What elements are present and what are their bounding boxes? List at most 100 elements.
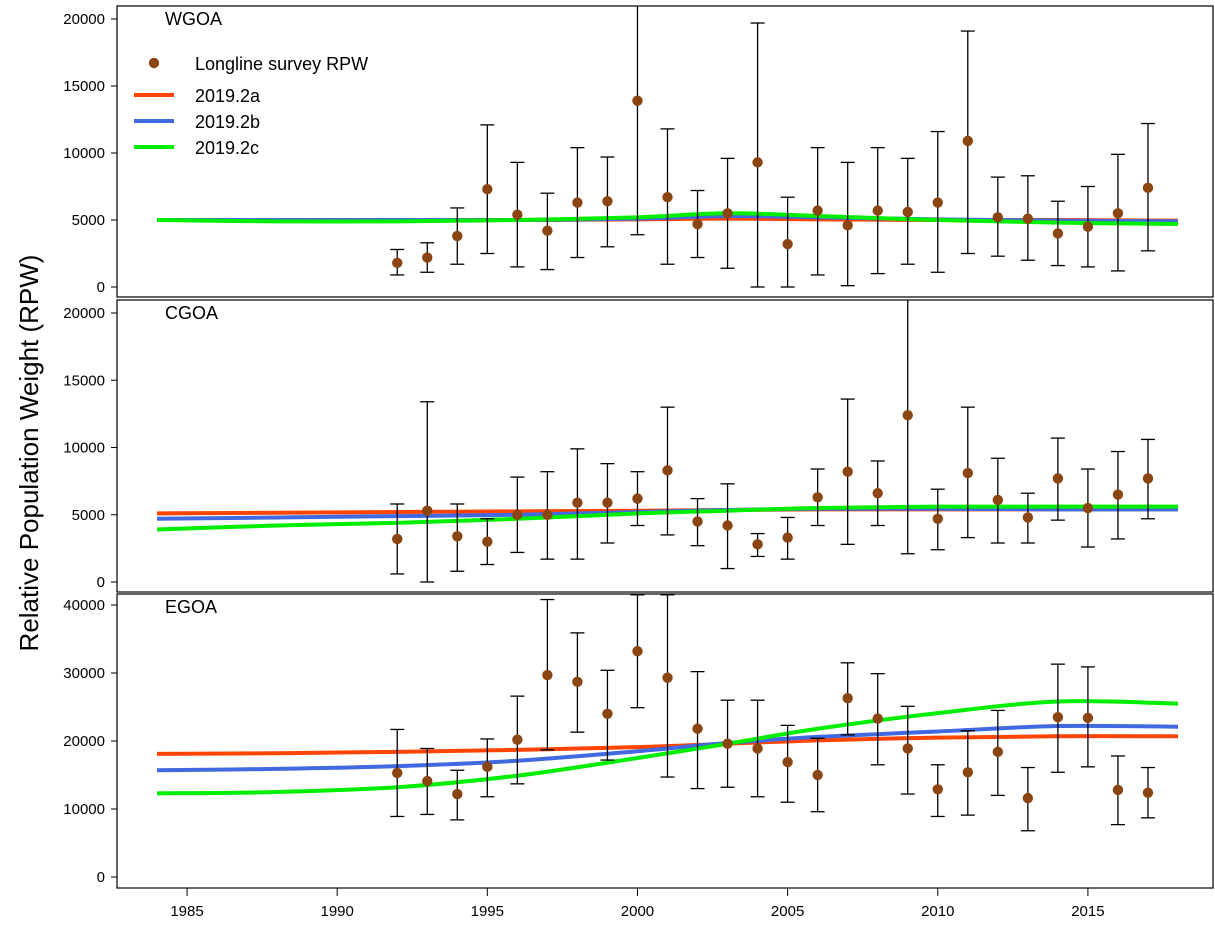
survey-point — [902, 206, 913, 218]
survey-point — [692, 723, 703, 734]
survey-point — [1142, 473, 1154, 484]
survey-point — [782, 532, 793, 543]
legend-label: 2019.2c — [195, 138, 259, 158]
panel-frame — [116, 299, 1214, 593]
survey-point — [452, 788, 463, 800]
survey-point — [572, 497, 583, 508]
survey-point — [1022, 792, 1034, 804]
y-tick-label: 20000 — [63, 305, 105, 322]
survey-point — [812, 205, 823, 216]
survey-point — [482, 536, 493, 547]
x-tick-label: 1990 — [320, 903, 353, 920]
x-tick-label: 1995 — [471, 903, 504, 920]
survey-point — [752, 157, 763, 168]
survey-point — [932, 197, 943, 208]
panel-plot-area — [156, 594, 1179, 832]
x-tick-label: 2000 — [621, 903, 654, 920]
survey-point — [422, 252, 433, 263]
y-tick-label: 30000 — [63, 665, 105, 682]
survey-point — [842, 692, 853, 704]
survey-point — [662, 465, 673, 476]
y-tick-label: 15000 — [63, 372, 105, 389]
x-tick-label: 2010 — [921, 903, 954, 920]
survey-point — [422, 505, 433, 516]
survey-point — [992, 746, 1004, 758]
series-line-2019.2c — [156, 504, 1178, 532]
survey-point — [782, 756, 793, 768]
survey-point — [512, 734, 523, 745]
survey-point — [842, 466, 853, 477]
panel-label: WGOA — [165, 9, 222, 29]
survey-point — [392, 767, 403, 779]
survey-point — [722, 738, 733, 749]
survey-point — [752, 539, 763, 550]
survey-point — [662, 192, 673, 203]
survey-point — [392, 257, 403, 269]
survey-point — [1082, 712, 1094, 724]
survey-point — [542, 669, 553, 681]
survey-point — [602, 497, 613, 508]
survey-point — [722, 520, 733, 531]
panel-cgoa: CGOA 0 5000 10000 15000 20000 — [63, 299, 1214, 593]
survey-point — [1052, 712, 1064, 723]
panel-frame — [116, 593, 1214, 889]
series-line-2019.2c — [156, 211, 1179, 227]
y-tick-label: 20000 — [63, 733, 105, 750]
survey-point — [932, 784, 943, 795]
survey-point — [1142, 787, 1154, 798]
series-line-2019.2c — [156, 699, 1179, 796]
survey-point — [452, 230, 463, 242]
y-tick-label: 40000 — [63, 597, 105, 614]
survey-point — [872, 205, 883, 216]
y-tick-label: 5000 — [72, 212, 105, 229]
survey-point — [482, 183, 493, 195]
survey-point — [692, 516, 703, 527]
survey-point — [1112, 489, 1124, 500]
survey-point — [632, 95, 643, 106]
panel-plot-area — [156, 300, 1179, 583]
survey-point — [632, 493, 643, 504]
survey-point — [962, 767, 973, 778]
survey-point — [1112, 208, 1124, 219]
y-tick-label: 10000 — [63, 145, 105, 162]
y-tick-label: 0 — [97, 869, 105, 886]
x-tick-label: 1985 — [170, 903, 203, 920]
panel-label: EGOA — [165, 597, 217, 617]
survey-point — [602, 708, 613, 719]
survey-point — [662, 672, 673, 683]
survey-point — [932, 513, 943, 524]
legend-marker — [148, 57, 160, 69]
survey-point — [992, 212, 1004, 223]
survey-point — [1112, 784, 1124, 796]
survey-point — [752, 743, 763, 754]
survey-point — [722, 208, 733, 219]
series-line-2019.2b — [156, 723, 1179, 773]
panel-frame — [116, 5, 1214, 298]
y-tick-label: 0 — [97, 279, 105, 296]
survey-point — [422, 775, 433, 787]
y-axis-label: Relative Population Weight (RPW) — [14, 255, 44, 652]
survey-point — [1022, 213, 1034, 224]
survey-point — [1022, 512, 1034, 523]
x-tick-label: 2005 — [771, 903, 804, 920]
panel-label: CGOA — [165, 303, 218, 323]
y-tick-label: 20000 — [63, 11, 105, 28]
survey-point — [392, 533, 403, 545]
survey-point — [902, 410, 913, 421]
survey-point — [482, 761, 493, 773]
survey-point — [872, 488, 883, 499]
survey-point — [962, 467, 973, 479]
y-tick-label: 5000 — [72, 507, 105, 524]
survey-point — [542, 509, 553, 520]
survey-point — [992, 494, 1004, 506]
survey-point — [842, 220, 853, 231]
survey-point — [812, 769, 823, 781]
y-tick-label: 10000 — [63, 801, 105, 818]
panel-egoa: EGOA 0 10000 20000 30000 40000 — [63, 593, 1214, 889]
survey-point — [512, 509, 523, 520]
survey-point — [452, 531, 463, 542]
survey-point — [812, 492, 823, 503]
survey-point — [572, 676, 583, 688]
chart-panels: WGOA05000100001500020000CGOA050001000015… — [63, 5, 1214, 920]
